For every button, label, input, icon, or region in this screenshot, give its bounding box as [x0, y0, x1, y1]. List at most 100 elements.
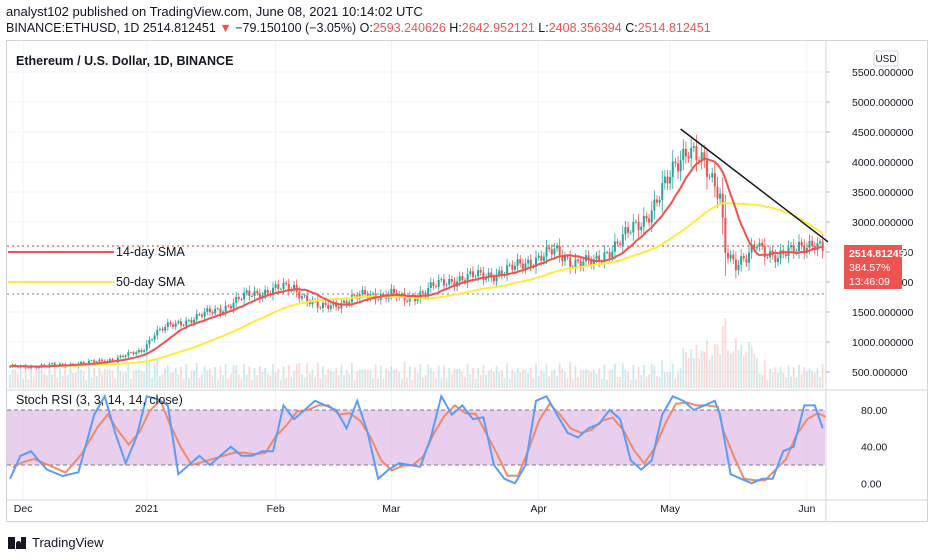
- candle: [809, 241, 811, 248]
- stoch-band: [7, 410, 825, 465]
- volume-bar: [509, 379, 511, 388]
- volume-bar: [709, 360, 711, 388]
- candle: [251, 296, 253, 297]
- volume-bar: [56, 378, 58, 388]
- volume-bar: [490, 369, 492, 388]
- volume-bar: [454, 369, 456, 388]
- volume-bar: [88, 365, 90, 388]
- volume-bar: [41, 367, 43, 388]
- volume-bar: [93, 368, 95, 388]
- candle: [435, 286, 437, 287]
- candle: [580, 261, 582, 266]
- volume-bar: [764, 361, 766, 388]
- volume-bar: [667, 372, 669, 388]
- volume-bar: [177, 374, 179, 388]
- volume-bar: [43, 374, 45, 388]
- volume-bar: [480, 375, 482, 388]
- volume-bar: [522, 369, 524, 388]
- candle: [361, 290, 363, 295]
- volume-bar: [301, 374, 303, 388]
- candle: [372, 293, 374, 294]
- volume-bar: [28, 379, 30, 388]
- candle: [151, 339, 153, 340]
- candle: [125, 356, 127, 357]
- close-label: C:: [625, 21, 638, 35]
- volume-bar: [435, 378, 437, 388]
- candle: [338, 307, 340, 309]
- price-tick-label: 500.000000: [852, 367, 908, 379]
- volume-bar: [761, 374, 763, 388]
- volume-bar: [380, 366, 382, 388]
- chart-canvas[interactable]: 500.0000001000.0000001500.0000002000.000…: [6, 40, 928, 522]
- candle: [543, 257, 545, 261]
- volume-bar: [20, 369, 22, 388]
- candle: [406, 301, 408, 302]
- volume-bar: [162, 374, 164, 388]
- volume-bar: [35, 369, 37, 388]
- volume-bar: [104, 369, 106, 388]
- volume-bar: [748, 342, 750, 388]
- candle: [651, 211, 653, 223]
- current-price-tag: 2514.812451 384.57% 13:46:09: [844, 245, 910, 289]
- volume-bar: [54, 367, 56, 388]
- volume-bar: [609, 370, 611, 388]
- candle: [611, 252, 613, 258]
- volume-bar: [241, 379, 243, 388]
- candle: [811, 241, 813, 246]
- volume-bar: [109, 370, 111, 388]
- candle: [759, 243, 761, 247]
- candle: [382, 294, 384, 295]
- candle: [448, 279, 450, 285]
- volume-bar: [483, 365, 485, 388]
- volume-bar: [280, 380, 282, 388]
- volume-bar: [156, 360, 158, 388]
- volume-bar: [546, 364, 548, 388]
- footer-brand: TradingView: [32, 535, 104, 550]
- volume-bar: [291, 377, 293, 388]
- volume-bar: [572, 379, 574, 388]
- candle: [183, 325, 185, 326]
- candle: [93, 360, 95, 362]
- volume-bar: [62, 376, 64, 388]
- candle: [553, 248, 555, 254]
- candle: [756, 247, 758, 248]
- volume-bar: [551, 371, 553, 388]
- volume-bar: [206, 370, 208, 388]
- volume-bar: [703, 351, 705, 388]
- volume-bar: [632, 365, 634, 388]
- volume-bar: [388, 371, 390, 388]
- change-value: −79.150100 (−3.05%): [235, 21, 356, 35]
- price-tick-label: 5000.000000: [852, 97, 913, 109]
- candle: [193, 320, 195, 323]
- tradingview-logo-icon: [8, 537, 26, 549]
- volume-bar: [756, 358, 758, 388]
- volume-bar: [514, 373, 516, 388]
- candle: [685, 149, 687, 156]
- sma14-line: [10, 159, 823, 367]
- volume-bar: [601, 379, 603, 388]
- candle: [819, 241, 821, 243]
- volume-bar: [738, 350, 740, 388]
- low-label: L:: [538, 21, 548, 35]
- volume-bar: [569, 362, 571, 388]
- currency-button[interactable]: USD: [874, 51, 898, 66]
- volume-bar: [785, 377, 787, 388]
- candle: [122, 356, 124, 357]
- volume-bar: [554, 370, 556, 388]
- volume-bar: [690, 349, 692, 388]
- volume-bar: [722, 326, 724, 388]
- volume-bar: [227, 379, 229, 388]
- volume-bar: [230, 374, 232, 388]
- volume-bar: [630, 380, 632, 388]
- volume-bar: [617, 377, 619, 388]
- volume-bar: [759, 373, 761, 388]
- volume-bar: [467, 364, 469, 388]
- volume-bar: [96, 376, 98, 388]
- volume-bar: [493, 372, 495, 388]
- bearish-trendline: [681, 129, 828, 242]
- volume-bar: [130, 379, 132, 388]
- volume-bar: [674, 378, 676, 388]
- time-tick-label: Jun: [798, 503, 815, 515]
- volume-bar: [793, 367, 795, 388]
- candle: [451, 279, 453, 282]
